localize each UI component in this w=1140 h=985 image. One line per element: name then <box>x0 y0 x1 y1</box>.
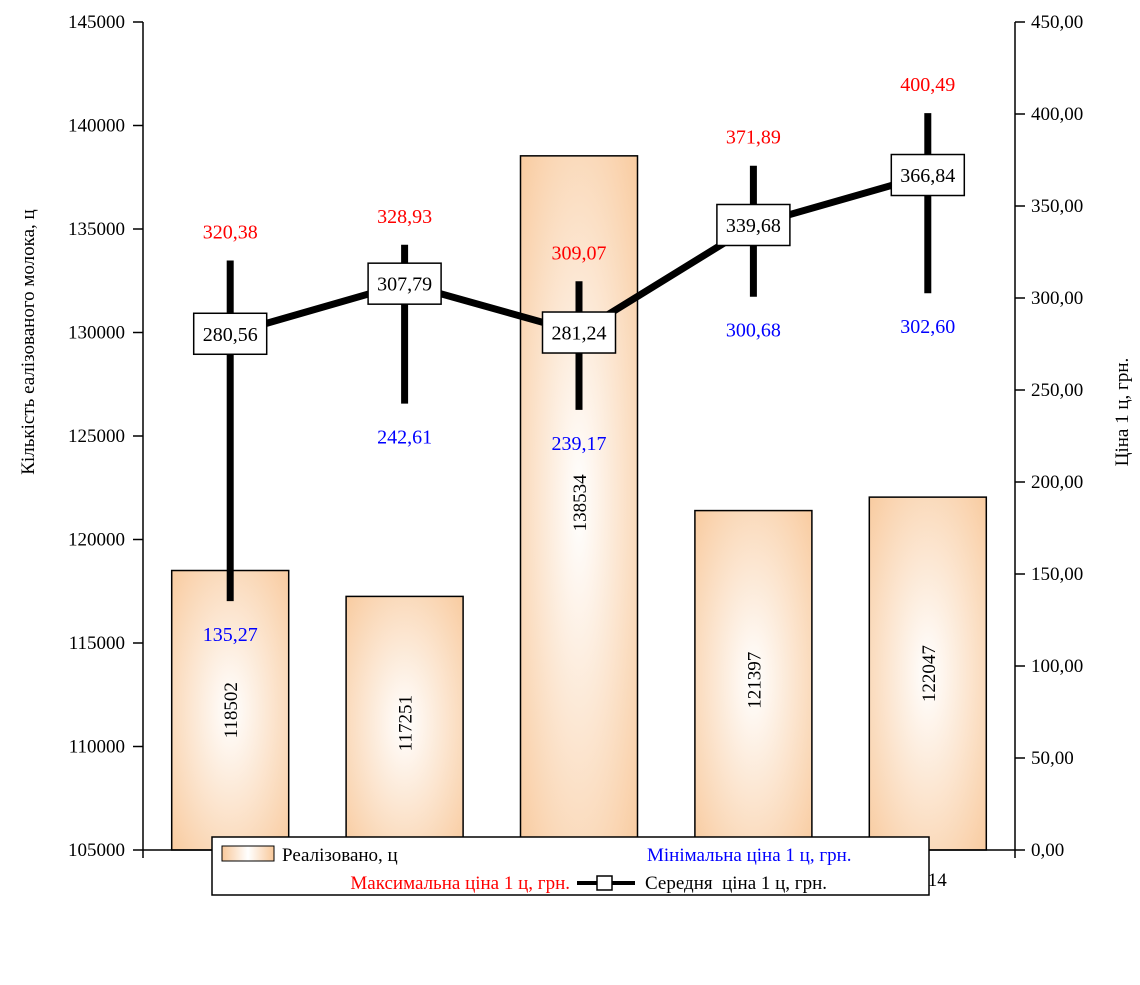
legend-label-sales: Реалізовано, ц <box>282 845 398 866</box>
legend-label-avg: Середня ціна 1 ц, грн. <box>645 873 827 894</box>
bar <box>694 509 813 851</box>
avg-price-label: 307,79 <box>377 274 432 296</box>
price-layer: 280,56 307,79 281,24 339,68 366,84 320,38 328,… <box>192 74 966 646</box>
max-price-label: 371,89 <box>726 127 781 149</box>
bar <box>868 496 988 851</box>
avg-price-label: 280,56 <box>203 324 258 346</box>
y-tick-label: 140000 <box>68 116 125 137</box>
y2-tick-label: 250,00 <box>1031 380 1083 401</box>
bar-value-label: 121397 <box>744 652 765 709</box>
y-tick-label: 105000 <box>68 840 125 861</box>
min-price-label: 135,27 <box>203 624 258 646</box>
y-tick-label: 125000 <box>68 426 125 447</box>
y2-tick-label: 200,00 <box>1031 472 1083 493</box>
y2-tick-label: 450,00 <box>1031 12 1083 33</box>
avg-price-marker <box>192 312 268 356</box>
max-price-label: 400,49 <box>900 74 955 96</box>
bar <box>519 155 639 851</box>
avg-price-label: 339,68 <box>726 215 781 237</box>
avg-price-marker <box>541 311 617 354</box>
y2-tick-label: 100,00 <box>1031 656 1083 677</box>
legend-label-min: Мінімальна ціна 1 ц, грн. <box>647 845 852 866</box>
avg-price-label: 281,24 <box>552 323 607 345</box>
y-tick-label: 120000 <box>68 530 125 551</box>
y-axis-title: Кількість еалізованого молока, ц <box>18 209 39 474</box>
legend-label-max: Максимальна ціна 1 ц, грн. <box>350 873 570 894</box>
y-tick-label: 130000 <box>68 323 125 344</box>
min-price-label: 300,68 <box>726 320 781 342</box>
y2-tick-label: 150,00 <box>1031 564 1083 585</box>
bar-value-label: 118502 <box>221 682 242 738</box>
avg-price-marker <box>890 153 966 197</box>
y2-tick-label: 350,00 <box>1031 196 1083 217</box>
y-tick-label: 135000 <box>68 219 125 240</box>
max-price-label: 309,07 <box>552 242 607 264</box>
bar-value-label: 117251 <box>396 695 417 751</box>
bar-value-label: 138534 <box>570 474 591 532</box>
legend: Реалізовано, ц Мінімальна ціна 1 ц, грн.… <box>211 836 930 896</box>
legend-box <box>211 836 930 896</box>
avg-price-marker <box>716 203 791 247</box>
y2-tick-label: 50,00 <box>1031 748 1074 769</box>
y2-tick-label: 300,00 <box>1031 288 1083 309</box>
min-price-label: 242,61 <box>377 427 432 449</box>
y-tick-label: 115000 <box>69 633 125 654</box>
max-price-label: 328,93 <box>377 206 432 228</box>
min-price-label: 239,17 <box>552 433 607 455</box>
bar <box>170 569 290 851</box>
y2-axis-title: Ціна 1 ц, грн. <box>1112 358 1133 466</box>
legend-line-icon <box>577 875 635 891</box>
max-price-label: 320,38 <box>203 222 258 244</box>
y-tick-label: 110000 <box>69 737 125 758</box>
avg-price-label: 366,84 <box>900 165 955 187</box>
y-tick-label: 145000 <box>68 12 125 33</box>
bar-value-label: 122047 <box>919 645 940 702</box>
min-price-label: 302,60 <box>900 316 955 338</box>
legend-swatch-sales <box>221 845 275 862</box>
y2-tick-label: 0,00 <box>1031 840 1064 861</box>
y2-tick-label: 400,00 <box>1031 104 1083 125</box>
avg-price-marker <box>367 262 442 305</box>
bar-layer: 118502 117251 138534 121397 122047 <box>170 155 988 851</box>
